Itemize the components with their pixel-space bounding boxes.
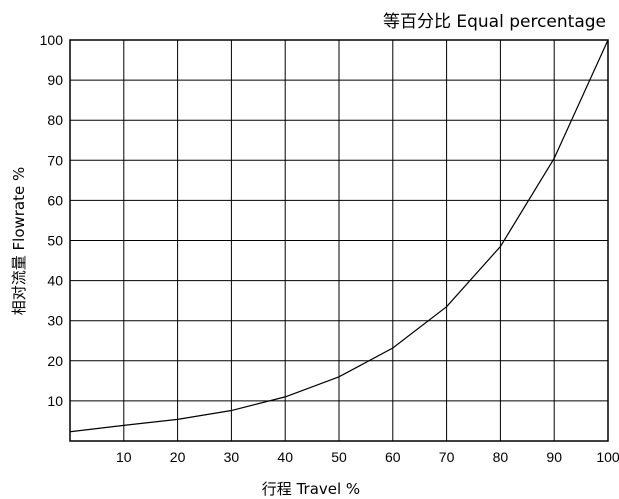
x-tick-label: 80 (493, 449, 509, 465)
equal-percentage-curve (69, 39, 609, 433)
x-axis-title: 行程 Travel % (262, 480, 360, 498)
x-tick-label: 50 (331, 449, 347, 465)
x-tick-label: 20 (170, 449, 186, 465)
y-tick-label: 10 (47, 393, 63, 409)
y-tick-label: 30 (47, 313, 63, 329)
x-tick-label: 10 (116, 449, 132, 465)
x-axis-tick-labels: 10 20 30 40 50 60 70 80 90 100 (116, 449, 619, 465)
y-tick-label: 100 (40, 32, 64, 48)
y-tick-label: 70 (47, 152, 63, 168)
x-tick-label: 40 (277, 449, 293, 465)
x-tick-label: 100 (596, 449, 619, 465)
x-tick-label: 90 (546, 449, 562, 465)
y-axis-title: 相对流量 Flowrate % (10, 167, 28, 316)
grid (70, 40, 608, 441)
y-axis-tick-labels: 10 20 30 40 50 60 70 80 90 100 (40, 32, 64, 409)
plot-frame (69, 39, 609, 442)
y-tick-label: 50 (47, 233, 63, 249)
chart-title: 等百分比 Equal percentage (383, 12, 606, 32)
y-tick-label: 40 (47, 273, 63, 289)
x-tick-label: 30 (224, 449, 240, 465)
x-tick-label: 60 (385, 449, 401, 465)
x-tick-label: 70 (439, 449, 455, 465)
y-tick-label: 90 (47, 72, 63, 88)
y-tick-label: 80 (47, 112, 63, 128)
y-tick-label: 60 (47, 192, 63, 208)
y-tick-label: 20 (47, 353, 63, 369)
